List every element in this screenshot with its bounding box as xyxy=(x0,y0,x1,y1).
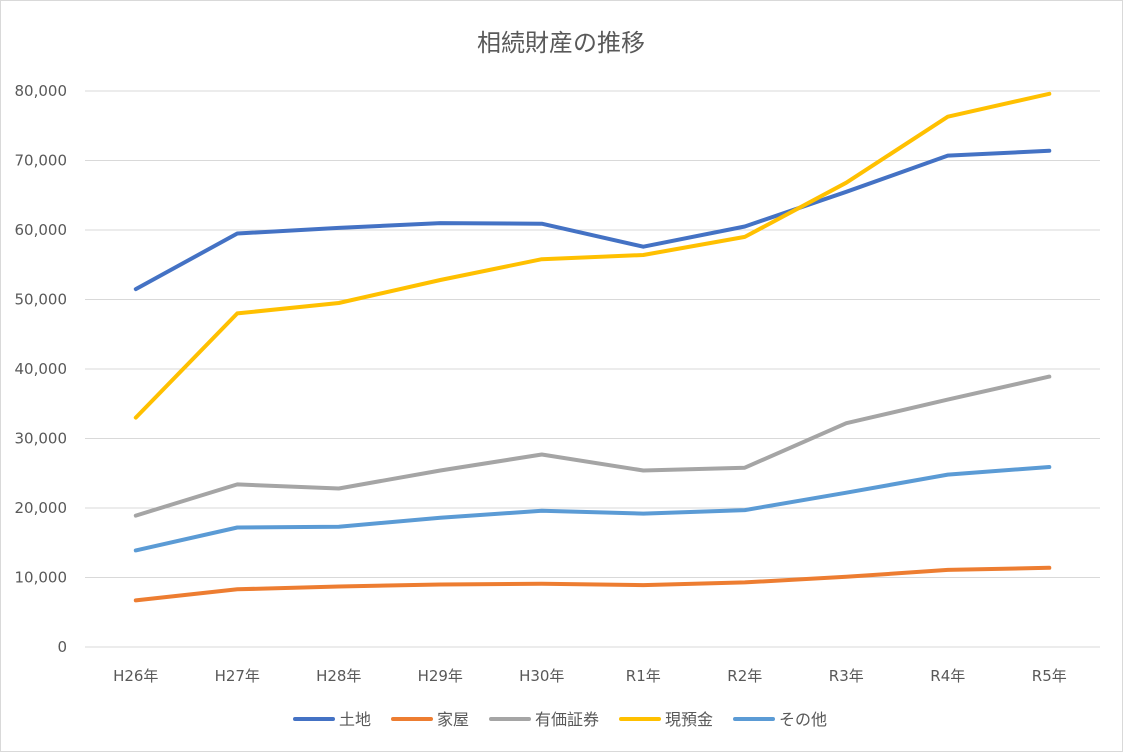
legend-label: 家屋 xyxy=(437,710,469,729)
x-tick-label: H28年 xyxy=(316,667,361,685)
y-tick-label: 20,000 xyxy=(15,499,68,517)
legend-label: 有価証券 xyxy=(535,710,599,729)
legend-item: 現預金 xyxy=(619,710,713,729)
x-tick-label: H26年 xyxy=(113,667,158,685)
gridlines xyxy=(85,90,1100,648)
legend-item: その他 xyxy=(733,710,827,729)
legend-item: 有価証券 xyxy=(489,710,599,729)
legend-item: 家屋 xyxy=(391,710,469,729)
x-tick-label: H27年 xyxy=(215,667,260,685)
legend-label: 土地 xyxy=(339,710,371,729)
series-line-1 xyxy=(133,148,1052,292)
y-tick-label: 70,000 xyxy=(15,152,68,170)
y-tick-label: 60,000 xyxy=(15,221,68,239)
series-lines xyxy=(133,91,1052,603)
legend-item: 土地 xyxy=(293,710,371,729)
x-tick-label: R4年 xyxy=(930,667,965,685)
x-tick-label: R1年 xyxy=(626,667,661,685)
x-tick-label: R5年 xyxy=(1032,667,1067,685)
y-tick-label: 10,000 xyxy=(15,569,68,587)
y-tick-label: 80,000 xyxy=(15,82,68,100)
series-line-2 xyxy=(133,565,1052,603)
y-tick-label: 50,000 xyxy=(15,291,68,309)
x-tick-label: H30年 xyxy=(519,667,564,685)
series-line-5 xyxy=(133,465,1052,553)
chart-title: 相続財産の推移 xyxy=(477,29,645,57)
y-axis-ticks: 0 10,000 20,000 30,000 40,000 50,000 60,000 70,… xyxy=(15,82,68,656)
x-tick-label: R3年 xyxy=(829,667,864,685)
y-tick-label: 0 xyxy=(57,638,67,656)
y-tick-label: 40,000 xyxy=(15,360,68,378)
x-tick-label: R2年 xyxy=(727,667,762,685)
x-tick-label: H29年 xyxy=(418,667,463,685)
legend: 土地 家屋 有価証券 現預金 その他 xyxy=(293,710,827,729)
x-axis-ticks: H26年 H27年 H28年 H29年 H30年 R1年 R2年 R3年 R4年 R5年 xyxy=(113,667,1067,685)
series-line-4 xyxy=(133,91,1052,420)
legend-label: その他 xyxy=(779,710,827,729)
y-tick-label: 30,000 xyxy=(15,430,68,448)
series-line-3 xyxy=(133,374,1052,518)
legend-label: 現預金 xyxy=(665,710,713,729)
